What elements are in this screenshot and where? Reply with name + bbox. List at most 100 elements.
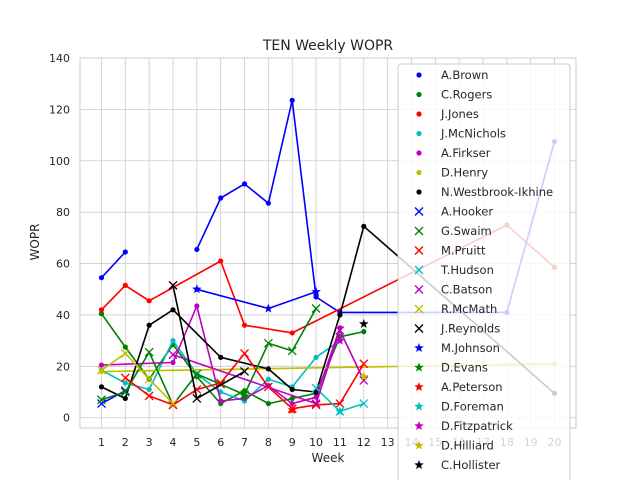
data-point — [289, 330, 295, 336]
data-point — [168, 399, 178, 409]
x-stroke — [97, 365, 106, 375]
data-point — [359, 318, 369, 328]
data-point — [192, 369, 202, 379]
legend-marker — [414, 362, 424, 372]
data-point — [263, 303, 274, 313]
x-stroke — [414, 265, 424, 275]
series-d-fitzpatrick — [335, 335, 345, 345]
data-point — [359, 399, 369, 409]
x-stroke — [168, 400, 178, 410]
data-point — [146, 322, 152, 328]
x-stroke — [335, 325, 345, 335]
data-point — [97, 395, 106, 405]
x-tick-label: 6 — [217, 436, 224, 449]
legend-marker — [414, 440, 424, 450]
data-point — [120, 349, 130, 358]
y-tick-label: 80 — [56, 206, 70, 219]
legend-item: M.Pruitt — [414, 244, 486, 258]
x-stroke — [192, 384, 202, 394]
data-point — [241, 322, 248, 328]
x-stroke — [311, 400, 321, 410]
y-tick-label: 100 — [49, 155, 70, 168]
legend-label: A.Brown — [441, 68, 488, 82]
data-point — [192, 393, 202, 403]
legend-item: M.Johnson — [414, 341, 500, 355]
legend-label: M.Johnson — [441, 341, 500, 355]
series-line — [101, 352, 174, 405]
x-stroke — [120, 349, 130, 358]
x-axis-label: Week — [312, 451, 345, 465]
legend-marker — [416, 111, 422, 117]
legend-label: G.Swaim — [441, 224, 492, 238]
x-stroke — [414, 324, 424, 333]
data-point — [359, 376, 369, 385]
x-stroke — [263, 338, 273, 348]
data-point — [311, 399, 321, 409]
data-point — [122, 395, 128, 402]
data-point — [289, 97, 295, 103]
legend-item: J.Jones — [416, 107, 479, 121]
data-point — [120, 387, 130, 397]
data-point — [146, 386, 152, 393]
x-tick-label: 5 — [193, 436, 200, 449]
y-tick-label: 40 — [56, 309, 70, 322]
legend-marker — [416, 189, 422, 195]
legend-item: C.Hollister — [414, 458, 501, 472]
data-point — [218, 398, 224, 404]
data-point — [194, 246, 200, 253]
data-point — [265, 400, 271, 407]
legend-item: C.Batson — [414, 283, 492, 297]
legend-label: A.Peterson — [441, 380, 503, 394]
x-stroke — [311, 383, 321, 393]
x-stroke — [414, 304, 424, 314]
data-point — [98, 384, 105, 390]
legend-item: N.Westbrook-Ikhine — [416, 185, 553, 199]
y-tick-label: 140 — [49, 52, 70, 65]
x-stroke — [192, 369, 202, 379]
data-point — [289, 395, 295, 402]
legend-marker — [414, 421, 424, 431]
x-tick-label: 4 — [170, 436, 177, 449]
data-point — [218, 195, 224, 201]
data-point — [218, 258, 224, 264]
data-point — [265, 376, 271, 382]
x-stroke — [311, 399, 321, 409]
data-point — [97, 365, 106, 375]
legend-label: C.Rogers — [441, 88, 492, 102]
x-stroke — [97, 399, 106, 409]
x-tick-label: 10 — [309, 436, 323, 449]
data-point — [168, 350, 178, 360]
x-stroke — [311, 304, 321, 313]
data-point — [287, 346, 297, 356]
legend-label: D.Fitzpatrick — [441, 419, 513, 433]
legend-label: D.Henry — [441, 166, 488, 180]
series-a-firkser — [98, 303, 343, 407]
x-stroke — [168, 399, 178, 409]
data-point — [218, 354, 224, 360]
x-stroke — [120, 373, 130, 383]
legend: A.Brown C.Rogers J.Jones J.McNichols A.Firks… — [397, 63, 571, 480]
legend-marker — [414, 304, 424, 314]
x-tick-label: 1 — [98, 436, 105, 449]
data-point — [359, 371, 369, 381]
x-tick-label: 12 — [357, 436, 371, 449]
legend-item: T.Hudson — [414, 263, 494, 277]
legend-marker — [416, 150, 422, 156]
data-point — [122, 249, 128, 255]
x-tick-label: 8 — [265, 436, 272, 449]
data-point — [263, 338, 273, 348]
data-point — [361, 223, 367, 229]
data-point — [192, 284, 202, 294]
data-point — [122, 344, 128, 350]
data-point — [311, 383, 321, 393]
y-tick-label: 0 — [63, 412, 70, 425]
chart-title: TEN Weekly WOPR — [262, 38, 394, 54]
x-tick-label: 13 — [381, 436, 395, 449]
data-point — [335, 325, 345, 335]
data-point — [337, 312, 343, 318]
legend-label: D.Hilliard — [441, 439, 494, 453]
legend-item: J.Reynolds — [414, 322, 500, 336]
legend-marker — [414, 226, 424, 236]
